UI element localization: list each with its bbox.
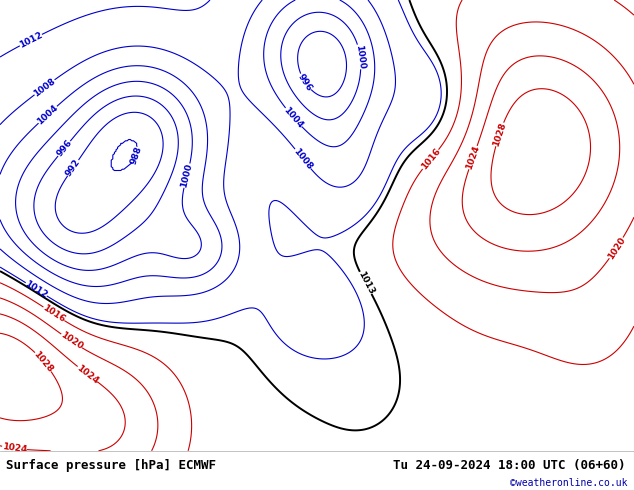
Text: 996: 996: [55, 138, 74, 159]
Text: ©weatheronline.co.uk: ©weatheronline.co.uk: [510, 478, 628, 488]
Text: 1024: 1024: [75, 363, 100, 386]
Text: 1028: 1028: [32, 349, 55, 374]
Text: 1004: 1004: [36, 103, 60, 126]
Text: 1016: 1016: [419, 147, 442, 172]
Text: Tu 24-09-2024 18:00 UTC (06+60): Tu 24-09-2024 18:00 UTC (06+60): [393, 459, 626, 472]
Text: 1000: 1000: [354, 44, 366, 70]
Text: 1016: 1016: [41, 303, 67, 324]
Text: 1008: 1008: [292, 147, 314, 172]
Text: 1013: 1013: [356, 270, 375, 296]
Text: 1024: 1024: [1, 442, 27, 455]
Text: 1024: 1024: [465, 144, 481, 171]
Text: 1012: 1012: [18, 30, 44, 50]
Text: 1008: 1008: [32, 76, 57, 98]
Text: 1004: 1004: [282, 105, 305, 130]
Text: 996: 996: [296, 72, 314, 93]
Text: 1028: 1028: [491, 121, 508, 147]
Text: Surface pressure [hPa] ECMWF: Surface pressure [hPa] ECMWF: [6, 459, 216, 472]
Text: 1012: 1012: [23, 279, 49, 300]
Text: 1020: 1020: [606, 235, 627, 261]
Text: 1020: 1020: [59, 331, 84, 352]
Text: 988: 988: [129, 145, 144, 166]
Text: 1000: 1000: [179, 163, 194, 189]
Text: 992: 992: [64, 157, 82, 178]
